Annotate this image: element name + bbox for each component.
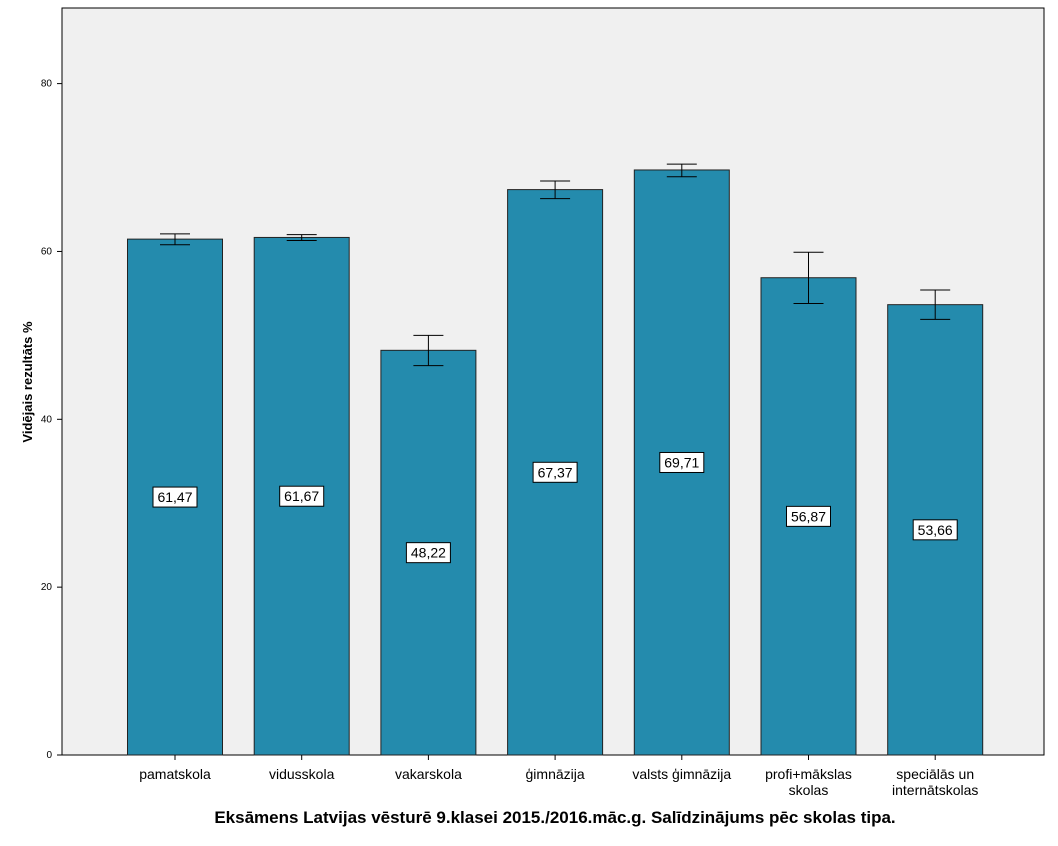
value-labels-group: 61,47 61,67 48,22 67,37 69,71 56,87 53,66 xyxy=(152,451,958,564)
x-tick-label: ģimnāzija xyxy=(526,766,585,782)
value-label: 67,37 xyxy=(538,464,573,480)
value-label: 69,71 xyxy=(664,454,699,470)
x-tick-label: vakarskola xyxy=(395,766,462,782)
y-tick-label: 0 xyxy=(46,750,52,761)
x-tick-label: profi+mākslas xyxy=(765,766,852,782)
error-bars-group xyxy=(160,163,951,367)
value-label-box xyxy=(279,485,325,507)
y-tick-label: 80 xyxy=(41,79,53,90)
x-axis-title: Eksāmens Latvijas vēsturē 9.klasei 2015.… xyxy=(214,808,896,827)
x-tick-label: skolas xyxy=(789,782,829,798)
value-label-box xyxy=(152,486,198,508)
value-label-box xyxy=(405,542,451,564)
value-label-box xyxy=(532,461,578,483)
value-label-box xyxy=(659,451,705,473)
y-tick-label: 40 xyxy=(41,414,53,425)
value-label-box xyxy=(786,505,831,527)
bars-group xyxy=(127,169,984,756)
x-tick-label: vidusskola xyxy=(269,766,335,782)
x-tick-label: pamatskola xyxy=(139,766,211,782)
value-label-box xyxy=(912,519,958,541)
value-label: 61,67 xyxy=(284,488,319,504)
y-axis-title: Vidējais rezultāts % xyxy=(20,321,35,443)
x-tick-label: internātskolas xyxy=(892,782,978,798)
value-label: 56,87 xyxy=(791,508,826,524)
y-tick-label: 60 xyxy=(41,246,53,257)
x-axis: pamatskola vidusskola vakarskola ģimnāzija v… xyxy=(139,755,978,798)
value-label: 48,22 xyxy=(411,545,446,561)
x-tick-label: speciālās un xyxy=(896,766,974,782)
value-label: 61,47 xyxy=(157,489,192,505)
value-label: 53,66 xyxy=(918,522,953,538)
x-tick-label: valsts ģimnāzija xyxy=(632,766,731,782)
y-tick-label: 20 xyxy=(41,582,53,593)
y-axis: 0 20 40 60 80 xyxy=(41,79,62,761)
